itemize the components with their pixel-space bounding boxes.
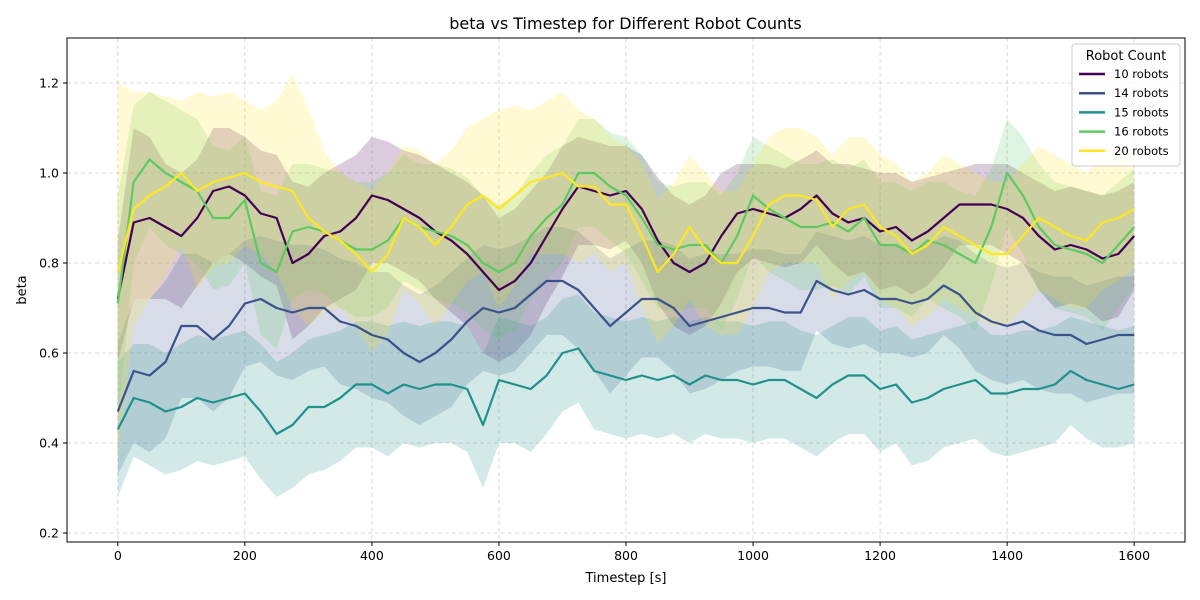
y-tick-label: 0.8 — [39, 256, 59, 271]
legend-label: 20 robots — [1114, 144, 1169, 158]
x-tick-label: 200 — [233, 548, 257, 563]
line-series-2 — [116, 347, 1135, 436]
legend-title: Robot Count — [1086, 49, 1166, 64]
confidence-bands — [117, 74, 1135, 497]
chart-title: beta vs Timestep for Different Robot Cou… — [449, 14, 802, 33]
grid — [67, 38, 1185, 542]
y-tick-label: 1.2 — [39, 76, 59, 91]
band-series-2 — [117, 294, 1135, 497]
band-series-1 — [117, 227, 1135, 475]
band-series-4 — [117, 74, 1135, 461]
axis-ticks: 0 200 400 600 800 1000 1200 1400 1600 0.2 0.4 0.6 0.… — [39, 76, 1150, 564]
x-tick-label: 1400 — [991, 548, 1023, 563]
line-series-3 — [116, 158, 1136, 304]
line-series-4 — [116, 171, 1135, 274]
x-tick-label: 0 — [114, 548, 122, 563]
x-tick-label: 600 — [487, 548, 511, 563]
x-tick-label: 1000 — [737, 548, 769, 563]
y-axis-label: beta — [15, 275, 30, 304]
y-tick-label: 0.6 — [39, 346, 59, 361]
x-tick-label: 400 — [360, 548, 384, 563]
y-tick-label: 0.2 — [39, 526, 59, 541]
band-series-3 — [117, 92, 1135, 421]
series-lines — [116, 158, 1136, 436]
band-series-0 — [117, 128, 1135, 362]
legend-items: 10 robots 14 robots 15 robots 16 robots 20 r… — [1079, 67, 1169, 158]
legend-label: 16 robots — [1114, 125, 1169, 139]
x-axis-label: Timestep [s] — [585, 571, 667, 586]
line-series-1 — [116, 279, 1135, 412]
legend-label: 10 robots — [1114, 67, 1169, 81]
y-tick-label: 1.0 — [39, 166, 59, 181]
x-tick-label: 1200 — [864, 548, 896, 563]
x-tick-label: 800 — [614, 548, 638, 563]
y-tick-label: 0.4 — [39, 436, 59, 451]
x-tick-label: 1600 — [1118, 548, 1150, 563]
legend-label: 14 robots — [1114, 86, 1169, 100]
legend-label: 15 robots — [1114, 105, 1169, 119]
